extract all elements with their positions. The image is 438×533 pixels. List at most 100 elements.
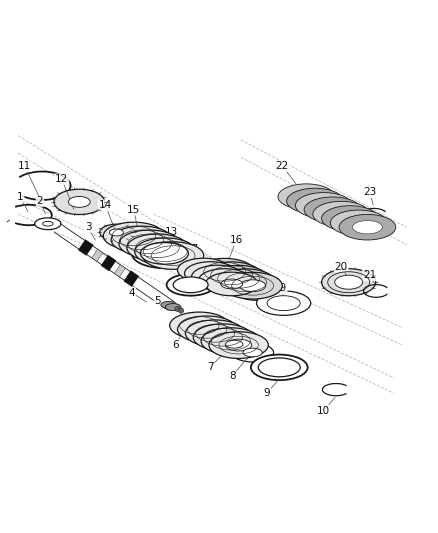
Ellipse shape (244, 284, 270, 296)
Ellipse shape (209, 265, 268, 292)
Ellipse shape (141, 243, 188, 264)
Text: 1: 1 (17, 192, 24, 201)
Ellipse shape (335, 212, 365, 225)
Ellipse shape (177, 316, 237, 343)
Ellipse shape (291, 190, 321, 203)
Ellipse shape (223, 272, 283, 299)
Text: 21: 21 (363, 270, 376, 280)
Ellipse shape (195, 259, 254, 285)
Circle shape (175, 306, 180, 311)
Ellipse shape (136, 238, 163, 250)
Ellipse shape (221, 279, 243, 289)
Ellipse shape (313, 201, 370, 227)
Text: 2: 2 (37, 196, 43, 206)
Ellipse shape (193, 265, 215, 275)
Ellipse shape (287, 188, 343, 214)
Ellipse shape (173, 277, 208, 293)
Text: 8: 8 (229, 370, 235, 381)
Ellipse shape (234, 280, 279, 300)
Ellipse shape (177, 258, 230, 282)
Text: 10: 10 (317, 406, 330, 416)
Ellipse shape (191, 265, 244, 289)
Ellipse shape (309, 199, 339, 212)
Polygon shape (92, 249, 102, 261)
Text: 13: 13 (164, 227, 177, 237)
Ellipse shape (257, 291, 311, 316)
Ellipse shape (54, 189, 105, 215)
Ellipse shape (216, 336, 253, 352)
Text: 9: 9 (264, 388, 270, 398)
Polygon shape (124, 271, 139, 287)
Ellipse shape (212, 266, 238, 278)
Ellipse shape (151, 245, 179, 258)
Text: 14: 14 (99, 200, 112, 211)
Ellipse shape (200, 269, 222, 278)
Ellipse shape (165, 304, 181, 311)
Text: 15: 15 (127, 205, 141, 215)
Ellipse shape (321, 269, 376, 296)
Ellipse shape (193, 324, 253, 351)
Ellipse shape (132, 239, 197, 268)
Ellipse shape (226, 340, 243, 348)
Ellipse shape (128, 233, 155, 246)
Ellipse shape (68, 197, 90, 207)
Ellipse shape (335, 275, 363, 289)
Text: 12: 12 (55, 174, 68, 184)
Text: 9b: 9b (182, 257, 195, 267)
Ellipse shape (194, 324, 220, 335)
Ellipse shape (233, 276, 259, 288)
Text: 5: 5 (155, 296, 161, 306)
Polygon shape (78, 240, 93, 255)
Ellipse shape (103, 222, 164, 249)
Ellipse shape (202, 327, 228, 339)
Text: 3: 3 (85, 222, 92, 232)
Ellipse shape (100, 224, 133, 241)
Ellipse shape (144, 241, 171, 254)
Polygon shape (101, 255, 116, 271)
Ellipse shape (339, 214, 396, 240)
Circle shape (178, 308, 184, 313)
Ellipse shape (295, 192, 352, 218)
Ellipse shape (143, 242, 204, 269)
Ellipse shape (159, 249, 187, 262)
Ellipse shape (202, 262, 261, 288)
Ellipse shape (240, 280, 266, 292)
Ellipse shape (207, 272, 229, 282)
Ellipse shape (186, 320, 212, 332)
Polygon shape (114, 265, 125, 277)
Text: 17: 17 (186, 244, 199, 254)
Ellipse shape (278, 184, 335, 209)
Ellipse shape (120, 230, 148, 242)
Ellipse shape (161, 301, 177, 309)
Ellipse shape (216, 269, 276, 296)
Ellipse shape (243, 348, 262, 357)
Text: 22: 22 (276, 161, 289, 171)
Ellipse shape (111, 226, 172, 254)
Ellipse shape (110, 229, 124, 236)
Ellipse shape (218, 335, 244, 347)
Ellipse shape (170, 312, 229, 339)
Text: 6: 6 (172, 340, 179, 350)
Ellipse shape (185, 320, 245, 346)
Text: 16: 16 (230, 235, 243, 245)
Text: 11: 11 (18, 161, 32, 171)
Ellipse shape (135, 238, 196, 265)
Ellipse shape (35, 218, 61, 230)
Ellipse shape (166, 274, 215, 296)
Ellipse shape (219, 269, 245, 281)
Text: 7: 7 (207, 362, 214, 372)
Ellipse shape (353, 221, 382, 234)
Ellipse shape (226, 339, 252, 351)
Text: 18: 18 (243, 266, 256, 276)
Ellipse shape (300, 195, 330, 208)
Ellipse shape (184, 262, 237, 285)
Ellipse shape (210, 332, 236, 343)
Ellipse shape (304, 197, 361, 222)
Ellipse shape (201, 328, 261, 354)
Ellipse shape (251, 354, 307, 380)
Ellipse shape (326, 207, 356, 221)
Ellipse shape (344, 216, 374, 230)
Ellipse shape (321, 206, 378, 231)
Text: 20: 20 (335, 262, 348, 271)
Ellipse shape (127, 234, 188, 262)
